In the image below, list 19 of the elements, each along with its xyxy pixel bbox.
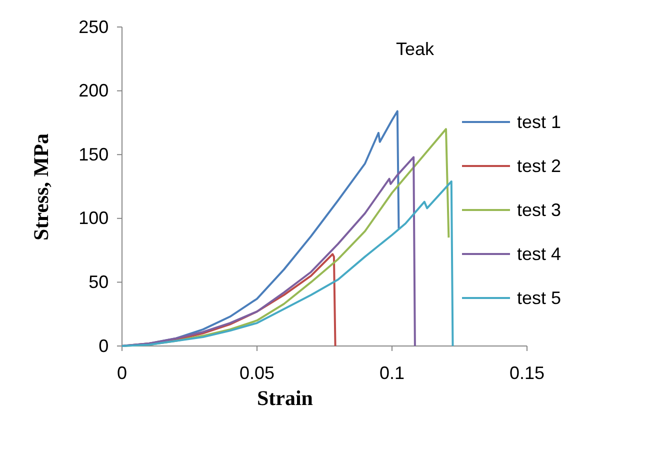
y-tick-label: 150 (78, 144, 109, 164)
y-tick-label: 0 (98, 336, 109, 356)
x-tick-label: 0.1 (379, 363, 405, 384)
x-tick-label: 0 (116, 363, 128, 384)
line-series (121, 180, 454, 347)
y-tick-label: 100 (78, 208, 109, 228)
text: Teak (396, 39, 436, 59)
x-tick-label: 0.05 (239, 363, 275, 384)
y-axis-title: Stress, MPa (29, 133, 53, 240)
legend-label: test 4 (517, 244, 562, 264)
legend-label: test 5 (517, 288, 562, 308)
x-tick-label: 0.15 (509, 363, 545, 384)
legend-label: test 3 (517, 200, 562, 220)
y-tick-label: 200 (78, 80, 109, 101)
y-tick-label: 250 (78, 16, 109, 37)
legend-label: test 2 (517, 156, 562, 176)
legend-label: test 1 (517, 112, 562, 132)
y-tick-label: 50 (88, 272, 109, 292)
x-axis-title: Strain (256, 386, 314, 410)
